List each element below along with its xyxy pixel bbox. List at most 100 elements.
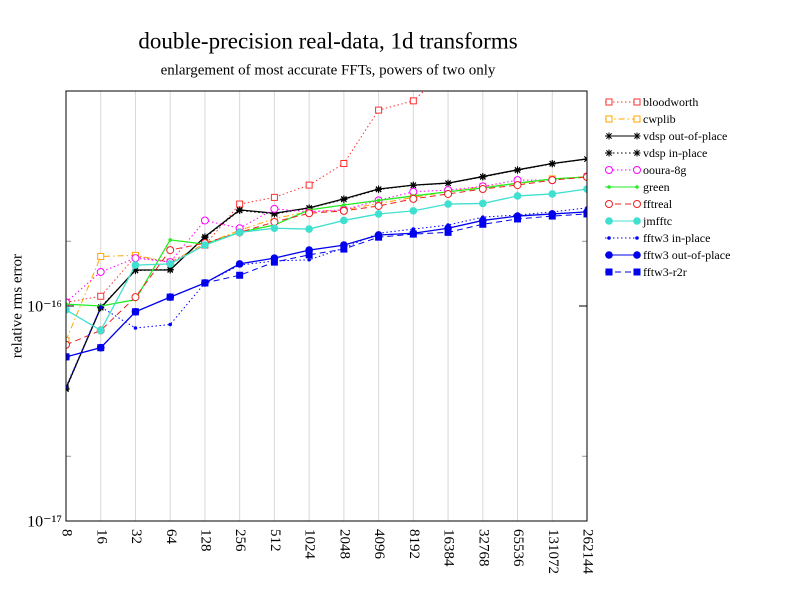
chart-title: double-precision real-data, 1d transform… bbox=[138, 28, 517, 53]
marker bbox=[479, 220, 487, 228]
marker bbox=[375, 186, 383, 194]
marker bbox=[236, 200, 244, 208]
marker bbox=[548, 176, 557, 185]
legend-label: fftw3-r2r bbox=[643, 265, 687, 279]
marker bbox=[307, 258, 311, 262]
marker bbox=[131, 308, 139, 316]
marker bbox=[374, 201, 383, 210]
marker bbox=[168, 238, 172, 242]
marker bbox=[305, 181, 313, 189]
x-tick-label: 64 bbox=[163, 529, 179, 545]
legend-marker bbox=[633, 200, 641, 208]
marker bbox=[131, 254, 140, 263]
x-tick-label: 8192 bbox=[406, 529, 422, 559]
series-line bbox=[66, 176, 587, 307]
series-line bbox=[66, 176, 587, 303]
legend-marker bbox=[605, 217, 613, 225]
marker bbox=[374, 210, 383, 218]
marker bbox=[340, 195, 348, 203]
marker bbox=[66, 340, 70, 349]
marker bbox=[200, 216, 209, 225]
marker bbox=[514, 166, 522, 174]
marker bbox=[479, 173, 487, 181]
legend-marker bbox=[605, 132, 613, 140]
legend-marker bbox=[633, 115, 641, 123]
marker bbox=[375, 233, 383, 241]
marker bbox=[583, 210, 587, 218]
marker bbox=[66, 353, 70, 361]
series-line bbox=[66, 213, 587, 358]
marker bbox=[131, 267, 139, 275]
legend-marker bbox=[605, 200, 613, 208]
marker bbox=[270, 204, 279, 213]
marker bbox=[583, 185, 587, 193]
x-tick-label: 512 bbox=[267, 529, 283, 552]
legend-marker bbox=[605, 251, 613, 259]
marker bbox=[201, 241, 209, 249]
marker bbox=[97, 344, 105, 352]
marker bbox=[513, 192, 522, 200]
marker bbox=[444, 189, 453, 198]
x-tick-label: 256 bbox=[232, 529, 248, 552]
marker bbox=[66, 306, 70, 314]
legend-marker bbox=[633, 268, 641, 276]
marker bbox=[96, 267, 105, 276]
x-tick-label: 16 bbox=[93, 529, 109, 545]
series-line bbox=[66, 158, 587, 390]
x-tick-label: 65536 bbox=[510, 529, 526, 567]
marker bbox=[409, 230, 417, 238]
marker bbox=[66, 337, 70, 345]
x-tick-label: 4096 bbox=[371, 529, 387, 560]
series-line bbox=[66, 91, 425, 303]
x-tick-label: 131072 bbox=[545, 529, 561, 574]
x-tick-label: 128 bbox=[197, 529, 213, 552]
legend-label: fftreal bbox=[643, 197, 673, 211]
marker bbox=[131, 293, 140, 302]
legend-marker bbox=[605, 166, 613, 174]
marker bbox=[409, 97, 417, 105]
marker bbox=[444, 200, 452, 208]
marker bbox=[514, 215, 522, 223]
legend: bloodworth cwplib vdsp out-of-place vdsp in… bbox=[605, 95, 730, 279]
series-line bbox=[66, 207, 587, 388]
legend-marker bbox=[607, 236, 611, 240]
legend-label: jmfftc bbox=[642, 214, 672, 228]
marker bbox=[409, 194, 418, 203]
marker bbox=[270, 193, 278, 201]
marker bbox=[305, 225, 313, 233]
x-tick-label: 32768 bbox=[475, 529, 491, 567]
series-line bbox=[66, 176, 587, 346]
x-tick-label: 8 bbox=[59, 529, 75, 537]
legend-label: vdsp in-place bbox=[643, 146, 707, 160]
chart-subtitle: enlargement of most accurate FFTs, power… bbox=[161, 62, 496, 78]
legend-marker bbox=[633, 98, 641, 106]
marker bbox=[375, 106, 383, 114]
x-tick-label: 16384 bbox=[441, 529, 457, 567]
marker bbox=[96, 326, 105, 335]
marker bbox=[168, 322, 172, 327]
legend-marker bbox=[605, 98, 613, 106]
marker bbox=[201, 234, 209, 242]
marker bbox=[270, 224, 279, 233]
legend-marker bbox=[605, 268, 613, 276]
marker bbox=[270, 258, 278, 266]
marker bbox=[340, 216, 348, 225]
legend-label: fftw3 out-of-place bbox=[643, 248, 730, 262]
plot-frame bbox=[65, 90, 588, 522]
legend-label: bloodworth bbox=[643, 95, 698, 109]
legend-label: fftw3 in-place bbox=[643, 231, 710, 245]
marker bbox=[376, 198, 381, 203]
marker bbox=[270, 217, 279, 226]
legend-marker bbox=[635, 236, 639, 240]
marker bbox=[235, 228, 244, 237]
marker bbox=[444, 228, 452, 236]
y-tick-label: 10⁻¹⁷ bbox=[27, 514, 62, 531]
x-tick-label: 262144 bbox=[580, 529, 596, 575]
legend-label: cwplib bbox=[643, 112, 676, 126]
marker bbox=[479, 199, 487, 208]
legend-label: vdsp out-of-place bbox=[643, 129, 727, 143]
marker bbox=[339, 206, 348, 215]
marker bbox=[133, 326, 138, 330]
marker bbox=[548, 190, 557, 198]
